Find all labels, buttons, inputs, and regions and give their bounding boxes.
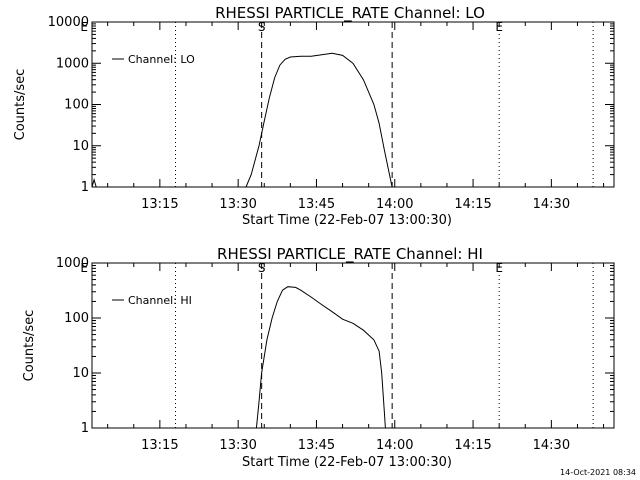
x-axis-label: Start Time (22-Feb-07 13:00:30) — [242, 455, 452, 470]
x-tick-label: 13:15 — [141, 197, 178, 212]
marker-label: E — [80, 20, 88, 34]
marker-label: E — [495, 261, 503, 275]
x-tick-label: 13:30 — [219, 438, 256, 453]
y-tick-label: 100 — [64, 311, 89, 326]
x-tick-label: 13:45 — [298, 197, 335, 212]
y-tick-label: 10000 — [48, 15, 89, 30]
x-tick-label: 14:15 — [454, 197, 491, 212]
series-line — [91, 52, 393, 188]
marker-label: S — [258, 20, 266, 34]
x-tick-label: 13:15 — [141, 438, 178, 453]
plot-frame — [91, 21, 615, 188]
plot-timestamp: 14-Oct-2021 08:34 — [560, 468, 636, 477]
y-tick-label: 1000 — [56, 56, 89, 71]
y-axis-label: Counts/sec — [22, 310, 37, 382]
plot-frame — [91, 262, 615, 429]
panel-1: RHESSI PARTICLE_RATE Channel: LO 13:15 13:… — [13, 4, 615, 228]
x-tick-label: 14:00 — [376, 197, 413, 212]
x-tick-label: 14:15 — [454, 438, 491, 453]
y-tick-label: 10 — [72, 139, 89, 154]
x-tick-label: 14:30 — [533, 197, 570, 212]
marker-label: E — [80, 261, 88, 275]
legend-label: Channel: LO — [128, 53, 195, 66]
y-axis-label: Counts/sec — [13, 69, 28, 141]
marker-label: S — [258, 261, 266, 275]
x-tick-label: 13:45 — [298, 438, 335, 453]
x-axis-label: Start Time (22-Feb-07 13:00:30) — [242, 213, 452, 228]
chart-title: RHESSI PARTICLE_RATE Channel: LO — [215, 4, 485, 23]
x-tick-label: 13:30 — [219, 197, 256, 212]
panel-2: RHESSI PARTICLE_RATE Channel: HI 13:15 13:… — [22, 245, 615, 470]
x-tick-label: 14:00 — [376, 438, 413, 453]
y-tick-label: 10 — [72, 366, 89, 381]
chart-title: RHESSI PARTICLE_RATE Channel: HI — [217, 245, 483, 264]
series-line — [255, 286, 386, 429]
y-tick-label: 1 — [81, 180, 89, 195]
y-tick-label: 1000 — [56, 256, 89, 271]
legend-label: Channel: HI — [128, 294, 192, 307]
marker-label: E — [495, 20, 503, 34]
x-tick-label: 14:30 — [533, 438, 570, 453]
y-tick-label: 1 — [81, 421, 89, 436]
y-tick-label: 100 — [64, 98, 89, 113]
